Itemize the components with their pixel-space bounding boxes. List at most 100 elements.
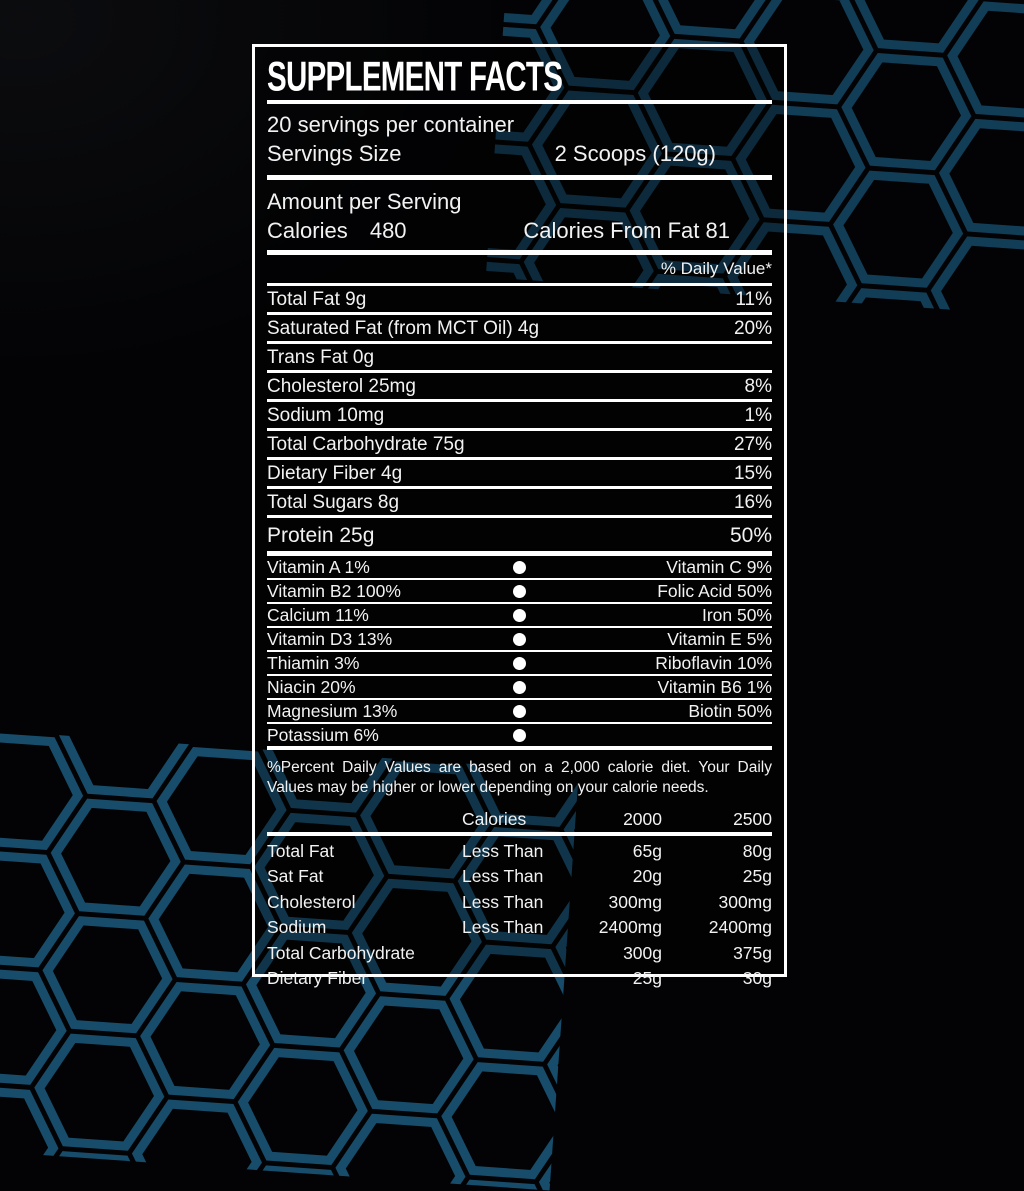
micronutrient-row-3: Calcium 11% Iron 50% <box>267 604 772 628</box>
table-cell: 300g <box>623 942 662 963</box>
table-cell <box>462 941 577 966</box>
nutrient-name: Total Carbohydrate 75g <box>267 434 465 455</box>
micro-left: Vitamin B2 100% <box>267 580 401 601</box>
supplement-facts-panel: SUPPLEMENT FACTS 20 servings per contain… <box>252 44 787 988</box>
nutrient-row-protein: Protein 25g 50% <box>267 518 772 556</box>
table-cell <box>462 966 577 991</box>
bullet-icon <box>513 560 526 574</box>
nutrient-dv: 27% <box>733 434 772 455</box>
table-cell: 30g <box>742 968 772 989</box>
nutrient-dv: 20% <box>733 318 772 339</box>
table-cell: Cholesterol <box>267 891 356 912</box>
table-row-total-fat: Total Fat Less Than 65g 80g <box>267 839 772 864</box>
table-row-sodium: Sodium Less Than 2400mg 2400mg <box>267 915 772 940</box>
bullet-icon <box>513 728 526 742</box>
table-cell: Less Than <box>462 841 544 861</box>
table-header-2500: 2500 <box>733 809 772 829</box>
footnote-line-1: %Percent Daily Values are based on a 2,0… <box>267 759 772 776</box>
table-cell: 2400mg <box>598 917 662 938</box>
micronutrient-row-5: Thiamin 3% Riboflavin 10% <box>267 652 772 676</box>
table-cell: 300mg <box>608 891 662 912</box>
table-row-total-carbohydrate: Total Carbohydrate 300g 375g <box>267 941 772 966</box>
table-cell: 2400mg <box>708 917 772 938</box>
calories-value: 480 <box>369 218 407 243</box>
nutrient-dv: 8% <box>744 376 772 397</box>
micro-left: Thiamin 3% <box>267 652 360 673</box>
nutrient-name: Saturated Fat (from MCT Oil) 4g <box>267 318 540 339</box>
table-cell: 80g <box>742 841 772 861</box>
nutrient-name: Total Sugars 8g <box>267 492 400 513</box>
micronutrient-row-6: Niacin 20% Vitamin B6 1% <box>267 676 772 700</box>
table-header-empty <box>267 808 462 830</box>
table-cell: 25g <box>632 968 662 989</box>
section-divider <box>267 250 772 255</box>
daily-value-header: % Daily Value* <box>660 259 772 278</box>
nutrient-row-total-fat: Total Fat 9g 11% <box>267 286 772 315</box>
hex-pattern-top-right <box>485 0 1024 322</box>
calories-from-fat: Calories From Fat 81 <box>523 218 730 243</box>
nutrient-name: Total Fat 9g <box>267 289 367 310</box>
micro-right: Vitamin E 5% <box>667 628 772 649</box>
micro-right: Folic Acid 50% <box>657 580 772 601</box>
micro-right: Vitamin B6 1% <box>657 676 772 697</box>
micro-right: Riboflavin 10% <box>655 652 772 673</box>
micro-right: Biotin 50% <box>688 700 772 721</box>
table-cell: Less Than <box>462 891 544 912</box>
nutrient-dv: 50% <box>729 524 772 547</box>
serving-size-row: Servings Size 2 Scoops (120g) <box>267 139 772 168</box>
table-cell: Dietary Fiber <box>267 968 368 989</box>
nutrient-row-cholesterol: Cholesterol 25mg 8% <box>267 373 772 402</box>
nutrient-row-saturated-fat: Saturated Fat (from MCT Oil) 4g 20% <box>267 315 772 344</box>
micronutrient-row-1: Vitamin A 1% Vitamin C 9% <box>267 556 772 580</box>
table-header-2000: 2000 <box>623 809 662 829</box>
micro-left: Niacin 20% <box>267 676 356 697</box>
micronutrient-row-7: Magnesium 13% Biotin 50% <box>267 700 772 724</box>
nutrient-name: Cholesterol 25mg <box>267 376 416 397</box>
table-cell: Total Carbohydrate <box>267 942 415 963</box>
table-cell: 375g <box>733 942 772 963</box>
bullet-icon <box>513 584 526 598</box>
amount-per-serving-label: Amount per Serving <box>267 189 462 214</box>
micro-right: Iron 50% <box>701 604 772 625</box>
table-cell: 25g <box>742 866 772 887</box>
micro-right: Vitamin C 9% <box>666 556 772 577</box>
section-divider <box>267 175 772 180</box>
nutrient-name: Sodium 10mg <box>267 405 385 426</box>
micronutrient-row-8: Potassium 6% <box>267 724 772 750</box>
table-row-dietary-fiber: Dietary Fiber 25g 30g <box>267 966 772 991</box>
table-header-calories: Calories <box>462 809 527 829</box>
table-cell: 20g <box>632 866 662 887</box>
micronutrient-row-4: Vitamin D3 13% Vitamin E 5% <box>267 628 772 652</box>
title-divider <box>267 100 772 104</box>
nutrient-name: Dietary Fiber 4g <box>267 463 403 484</box>
serving-size-value: 2 Scoops (120g) <box>554 141 716 166</box>
bullet-icon <box>513 680 526 694</box>
micro-left: Vitamin A 1% <box>267 556 370 577</box>
table-cell: 300mg <box>718 891 772 912</box>
bullet-icon <box>513 704 526 718</box>
panel-title: SUPPLEMENT FACTS <box>267 52 563 100</box>
table-cell: Total Fat <box>267 841 335 861</box>
nutrient-row-total-carbohydrate: Total Carbohydrate 75g 27% <box>267 431 772 460</box>
micronutrient-row-2: Vitamin B2 100% Folic Acid 50% <box>267 580 772 604</box>
bullet-icon <box>513 608 526 622</box>
servings-per-container: 20 servings per container <box>267 112 515 137</box>
footnote: %Percent Daily Values are based on a 2,0… <box>267 758 772 797</box>
footnote-line-2: Values may be higher or lower depending … <box>267 778 709 796</box>
micro-left: Calcium 11% <box>267 604 369 625</box>
table-cell: Less Than <box>462 866 544 887</box>
calories-row: Calories 480 Calories From Fat 81 <box>267 216 772 245</box>
calories-left: Calories 480 <box>267 216 407 245</box>
table-divider <box>267 832 772 836</box>
table-cell: Sodium <box>267 917 327 938</box>
table-cell: 65g <box>632 841 662 861</box>
nutrient-dv: 15% <box>733 463 772 484</box>
nutrient-dv: 16% <box>733 492 772 513</box>
dv-divider <box>267 283 772 286</box>
calories-label: Calories <box>267 218 348 243</box>
table-header-row: Calories 2000 2500 <box>267 808 772 830</box>
bullet-icon <box>513 632 526 646</box>
table-row-sat-fat: Sat Fat Less Than 20g 25g <box>267 864 772 889</box>
nutrient-row-sodium: Sodium 10mg 1% <box>267 402 772 431</box>
nutrient-name: Trans Fat 0g <box>267 347 375 368</box>
